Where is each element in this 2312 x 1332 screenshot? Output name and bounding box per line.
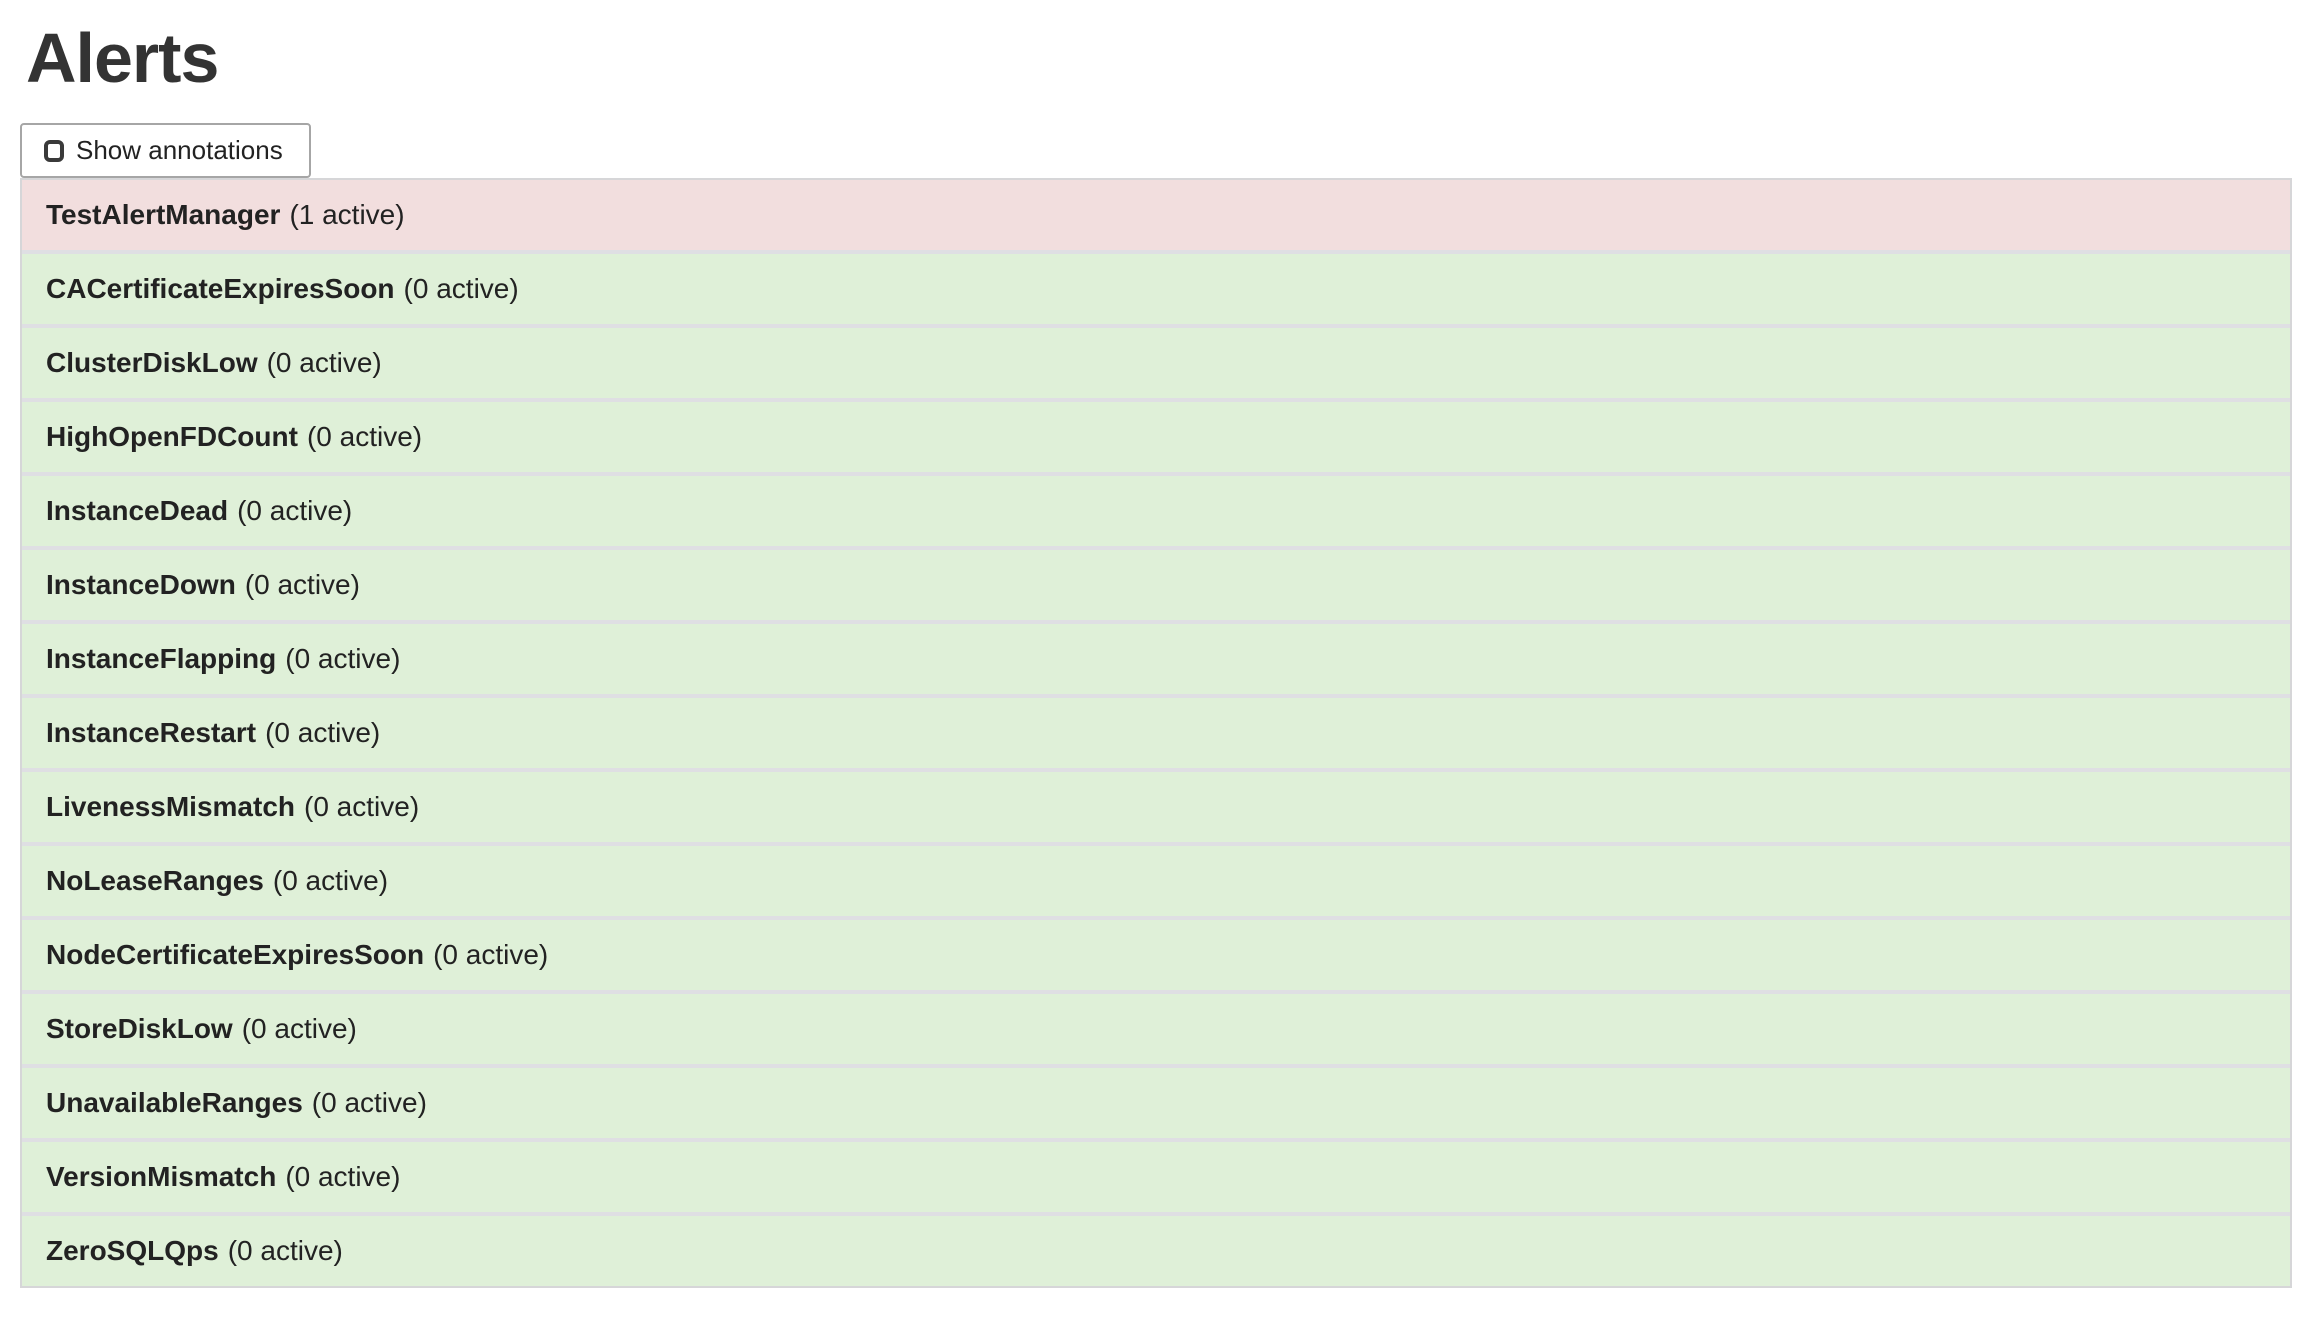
alert-active-count: (0 active) bbox=[266, 347, 382, 378]
alert-name: InstanceFlapping bbox=[46, 643, 277, 674]
alert-name: HighOpenFDCount bbox=[46, 421, 298, 452]
alert-name: NoLeaseRanges bbox=[46, 865, 264, 896]
alert-active-count: (0 active) bbox=[241, 1013, 357, 1044]
alert-row[interactable]: UnavailableRanges (0 active) bbox=[22, 1068, 2290, 1142]
alert-name: CACertificateExpiresSoon bbox=[46, 273, 395, 304]
alert-active-count: (0 active) bbox=[244, 569, 360, 600]
alert-active-count: (0 active) bbox=[306, 421, 423, 452]
alert-row[interactable]: HighOpenFDCount (0 active) bbox=[22, 402, 2290, 476]
alert-name: InstanceRestart bbox=[46, 717, 257, 748]
alert-name: StoreDiskLow bbox=[46, 1013, 233, 1044]
alerts-list: TestAlertManager (1 active) CACertificat… bbox=[20, 178, 2292, 1288]
alert-active-count: (0 active) bbox=[265, 717, 381, 748]
checkbox-unchecked-icon[interactable] bbox=[44, 139, 64, 162]
alert-name: TestAlertManager bbox=[46, 199, 281, 230]
alert-active-count: (0 active) bbox=[237, 495, 353, 526]
alert-name: ZeroSQLQps bbox=[46, 1235, 219, 1266]
toolbar: Show annotations bbox=[20, 123, 2292, 178]
alert-row[interactable]: NoLeaseRanges (0 active) bbox=[22, 846, 2290, 920]
alert-name: UnavailableRanges bbox=[46, 1087, 303, 1118]
alert-row[interactable]: LivenessMismatch (0 active) bbox=[22, 772, 2290, 846]
alert-active-count: (0 active) bbox=[433, 939, 549, 970]
alert-active-count: (0 active) bbox=[311, 1087, 427, 1118]
alert-name: LivenessMismatch bbox=[46, 791, 295, 822]
alert-active-count: (0 active) bbox=[285, 643, 401, 674]
alert-row[interactable]: InstanceRestart (0 active) bbox=[22, 698, 2290, 772]
alert-row[interactable]: InstanceDown (0 active) bbox=[22, 550, 2290, 624]
alert-row[interactable]: NodeCertificateExpiresSoon (0 active) bbox=[22, 920, 2290, 994]
alert-active-count: (0 active) bbox=[403, 273, 519, 304]
alert-row[interactable]: InstanceFlapping (0 active) bbox=[22, 624, 2290, 698]
show-annotations-button[interactable]: Show annotations bbox=[20, 123, 311, 178]
alert-row[interactable]: ZeroSQLQps (0 active) bbox=[22, 1216, 2290, 1286]
alert-name: ClusterDiskLow bbox=[46, 347, 258, 378]
alert-active-count: (0 active) bbox=[272, 865, 389, 896]
alert-active-count: (1 active) bbox=[289, 199, 405, 230]
alert-name: VersionMismatch bbox=[46, 1161, 277, 1192]
show-annotations-label: Show annotations bbox=[76, 135, 283, 165]
page-title: Alerts bbox=[26, 19, 219, 97]
alert-active-count: (0 active) bbox=[285, 1161, 401, 1192]
alert-row[interactable]: CACertificateExpiresSoon (0 active) bbox=[22, 254, 2290, 328]
alert-active-count: (0 active) bbox=[227, 1235, 343, 1266]
alert-row[interactable]: StoreDiskLow (0 active) bbox=[22, 994, 2290, 1068]
alert-row[interactable]: VersionMismatch (0 active) bbox=[22, 1142, 2290, 1216]
alert-row[interactable]: ClusterDiskLow (0 active) bbox=[22, 328, 2290, 402]
alert-name: InstanceDead bbox=[46, 495, 229, 526]
alert-row[interactable]: InstanceDead (0 active) bbox=[22, 476, 2290, 550]
alert-active-count: (0 active) bbox=[304, 791, 420, 822]
alert-name: NodeCertificateExpiresSoon bbox=[46, 939, 425, 970]
alert-name: InstanceDown bbox=[46, 569, 236, 600]
alert-row[interactable]: TestAlertManager (1 active) bbox=[22, 180, 2290, 254]
